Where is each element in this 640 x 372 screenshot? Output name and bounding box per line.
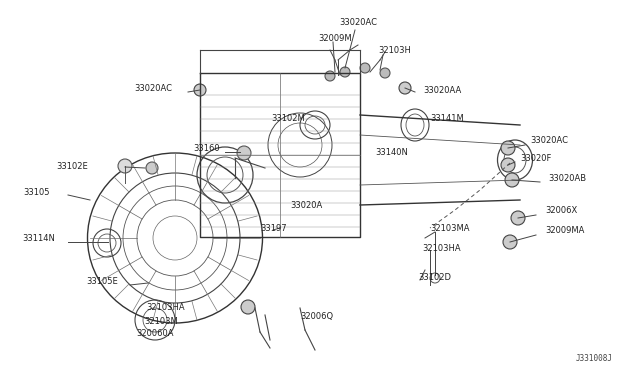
Text: 33020AC: 33020AC bbox=[134, 83, 172, 93]
Text: 33020F: 33020F bbox=[520, 154, 552, 163]
Text: 33141M: 33141M bbox=[430, 113, 464, 122]
Circle shape bbox=[505, 173, 519, 187]
Text: 33020AA: 33020AA bbox=[423, 86, 461, 94]
Text: 33140N: 33140N bbox=[375, 148, 408, 157]
Text: 32006Q: 32006Q bbox=[300, 311, 333, 321]
Circle shape bbox=[501, 141, 515, 155]
Text: 33197: 33197 bbox=[260, 224, 287, 232]
Text: 32006X: 32006X bbox=[545, 205, 577, 215]
Text: 32009M: 32009M bbox=[318, 33, 352, 42]
Circle shape bbox=[503, 235, 517, 249]
Text: 33020AC: 33020AC bbox=[530, 135, 568, 144]
Text: J331008J: J331008J bbox=[576, 354, 613, 363]
Text: 33102E: 33102E bbox=[56, 161, 88, 170]
Text: 32103HA: 32103HA bbox=[422, 244, 461, 253]
Text: 33020A: 33020A bbox=[290, 201, 323, 209]
Text: 32009MA: 32009MA bbox=[545, 225, 584, 234]
Circle shape bbox=[360, 63, 370, 73]
Text: 32103HA: 32103HA bbox=[147, 304, 185, 312]
Text: 33020AC: 33020AC bbox=[339, 17, 377, 26]
Text: 33114N: 33114N bbox=[22, 234, 55, 243]
Circle shape bbox=[241, 300, 255, 314]
Circle shape bbox=[340, 67, 350, 77]
Circle shape bbox=[399, 82, 411, 94]
Circle shape bbox=[194, 84, 206, 96]
Text: 33105: 33105 bbox=[24, 187, 50, 196]
Text: 33020AB: 33020AB bbox=[548, 173, 586, 183]
Circle shape bbox=[501, 158, 515, 172]
Text: 320060A: 320060A bbox=[136, 330, 174, 339]
Text: 33160: 33160 bbox=[193, 144, 220, 153]
Text: 32103MA: 32103MA bbox=[430, 224, 470, 232]
Circle shape bbox=[325, 71, 335, 81]
Circle shape bbox=[237, 146, 251, 160]
Text: 33105E: 33105E bbox=[86, 278, 118, 286]
Text: 32103M: 32103M bbox=[144, 317, 178, 327]
Circle shape bbox=[511, 211, 525, 225]
Text: 32103H: 32103H bbox=[378, 45, 411, 55]
Text: 33102D: 33102D bbox=[418, 273, 451, 282]
Circle shape bbox=[118, 159, 132, 173]
Circle shape bbox=[380, 68, 390, 78]
Text: 33102M: 33102M bbox=[271, 113, 305, 122]
Circle shape bbox=[146, 162, 158, 174]
